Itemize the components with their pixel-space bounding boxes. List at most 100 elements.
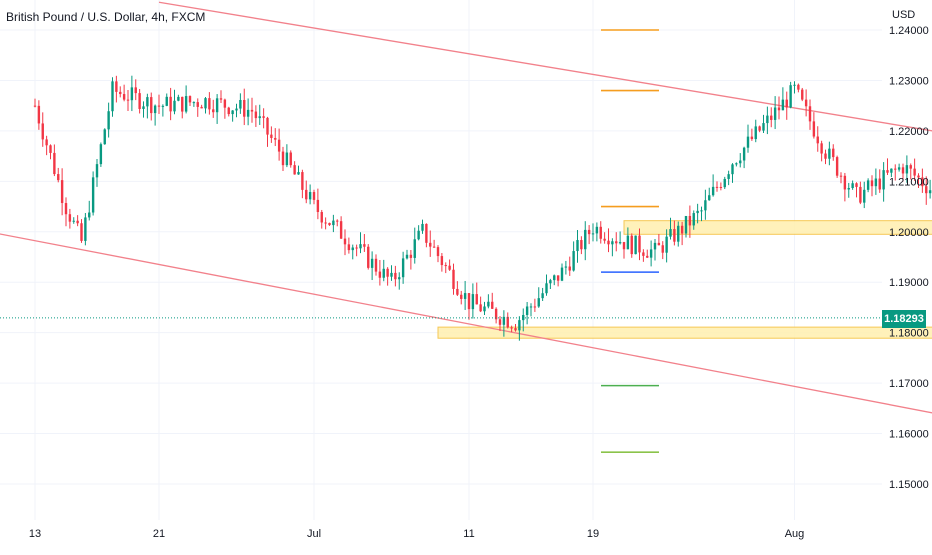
- candle-body: [556, 275, 560, 281]
- candle-body: [700, 210, 703, 212]
- candle-body: [843, 175, 847, 190]
- candle-body: [37, 105, 41, 124]
- candle-body: [677, 225, 680, 242]
- candle-body: [204, 98, 207, 109]
- candle-body: [122, 94, 126, 100]
- candle-body: [669, 229, 672, 237]
- candle-body: [390, 272, 393, 277]
- candle-body: [421, 223, 424, 231]
- candle-body: [646, 255, 649, 258]
- candle-body: [440, 256, 444, 266]
- candle-body: [568, 266, 571, 271]
- candle-body: [522, 314, 525, 321]
- candle-body: [832, 148, 835, 158]
- candle-body: [115, 81, 118, 92]
- candle-body: [723, 178, 726, 188]
- candle-body: [398, 277, 401, 280]
- candle-body: [564, 266, 568, 268]
- candle-body: [60, 180, 64, 204]
- candle-body: [343, 238, 347, 245]
- candle-body: [243, 99, 246, 117]
- candle-body: [847, 188, 850, 190]
- candle-body: [913, 168, 916, 176]
- candle-body: [762, 123, 765, 131]
- candle-body: [890, 168, 893, 173]
- candle-body: [708, 195, 711, 201]
- candle-body: [901, 167, 905, 174]
- candle-body: [320, 212, 323, 223]
- candle-body: [270, 134, 273, 138]
- candle-body: [731, 164, 734, 175]
- candle-body: [502, 316, 506, 325]
- candle-body: [828, 148, 831, 159]
- candle-body: [181, 96, 184, 112]
- candle-body: [452, 269, 455, 289]
- candle-body: [739, 160, 742, 164]
- candle-body: [812, 121, 816, 137]
- candle-body: [878, 178, 881, 190]
- candle-body: [553, 275, 556, 281]
- candle-body: [378, 271, 382, 278]
- candle-body: [363, 244, 366, 247]
- candle-body: [835, 157, 839, 176]
- candle-body: [688, 215, 692, 226]
- candle-body: [99, 144, 103, 165]
- candle-body: [886, 170, 889, 173]
- candle-body: [196, 102, 199, 107]
- candle-body: [456, 288, 459, 295]
- candle-body: [518, 320, 521, 331]
- candle-body: [301, 172, 304, 190]
- candle-body: [766, 115, 769, 124]
- candle-body: [374, 258, 378, 272]
- candle-body: [53, 152, 56, 175]
- x-tick-label: 19: [587, 528, 599, 540]
- candle-body: [142, 106, 145, 109]
- candle-body: [925, 186, 928, 194]
- candle-body: [258, 116, 261, 119]
- candle-body: [870, 180, 874, 187]
- candle-body: [266, 117, 269, 135]
- candle-body: [460, 294, 463, 299]
- x-tick-label: 21: [153, 528, 165, 540]
- candle-body: [173, 100, 176, 112]
- candle-body: [665, 236, 668, 253]
- candle-body: [599, 226, 602, 239]
- candle-body: [754, 126, 757, 140]
- candle-body: [274, 137, 277, 140]
- zones: [437, 220, 932, 339]
- candle-body: [909, 165, 912, 169]
- candle-body: [859, 186, 862, 203]
- candle-body: [219, 98, 223, 100]
- candle-body: [401, 258, 405, 278]
- candle-body: [212, 109, 215, 113]
- candle-body: [735, 163, 738, 165]
- candle-body: [491, 301, 494, 309]
- candle-body: [785, 99, 788, 108]
- y-tick-label: 1.24000: [889, 25, 929, 37]
- candle-body: [448, 265, 451, 270]
- candle-body: [339, 221, 343, 239]
- candle-body: [541, 293, 544, 299]
- candle-body: [642, 252, 645, 256]
- candle-body: [200, 106, 203, 109]
- candle-body: [91, 177, 95, 213]
- candle-body: [649, 249, 653, 258]
- candle-body: [715, 186, 719, 188]
- last-price-tag: 1.18293: [882, 310, 926, 328]
- y-tick-label: 1.23000: [889, 75, 929, 87]
- candle-body: [711, 186, 715, 196]
- candle-body: [638, 235, 641, 253]
- candle-body: [653, 242, 657, 250]
- candle-body: [781, 99, 785, 111]
- candle-body: [580, 240, 583, 250]
- candle-body: [254, 111, 258, 119]
- candle-body: [545, 283, 548, 294]
- candle-body: [630, 235, 633, 255]
- candle-body: [595, 226, 599, 234]
- chart-title: British Pound / U.S. Dollar, 4h, FXCM: [6, 10, 206, 24]
- x-tick-label: Jul: [307, 528, 321, 540]
- candle-body: [336, 220, 339, 222]
- candle-body: [293, 165, 296, 175]
